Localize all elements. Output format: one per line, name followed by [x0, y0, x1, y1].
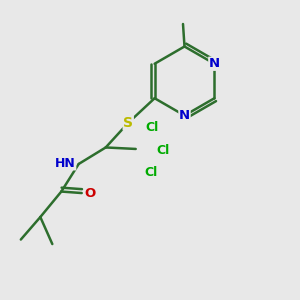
- Text: HN: HN: [55, 157, 76, 170]
- Text: N: N: [179, 109, 190, 122]
- Text: Cl: Cl: [144, 166, 157, 179]
- Text: Cl: Cl: [156, 144, 169, 157]
- Text: S: S: [123, 116, 133, 130]
- Text: N: N: [209, 57, 220, 70]
- Text: O: O: [85, 187, 96, 200]
- Text: Cl: Cl: [146, 121, 159, 134]
